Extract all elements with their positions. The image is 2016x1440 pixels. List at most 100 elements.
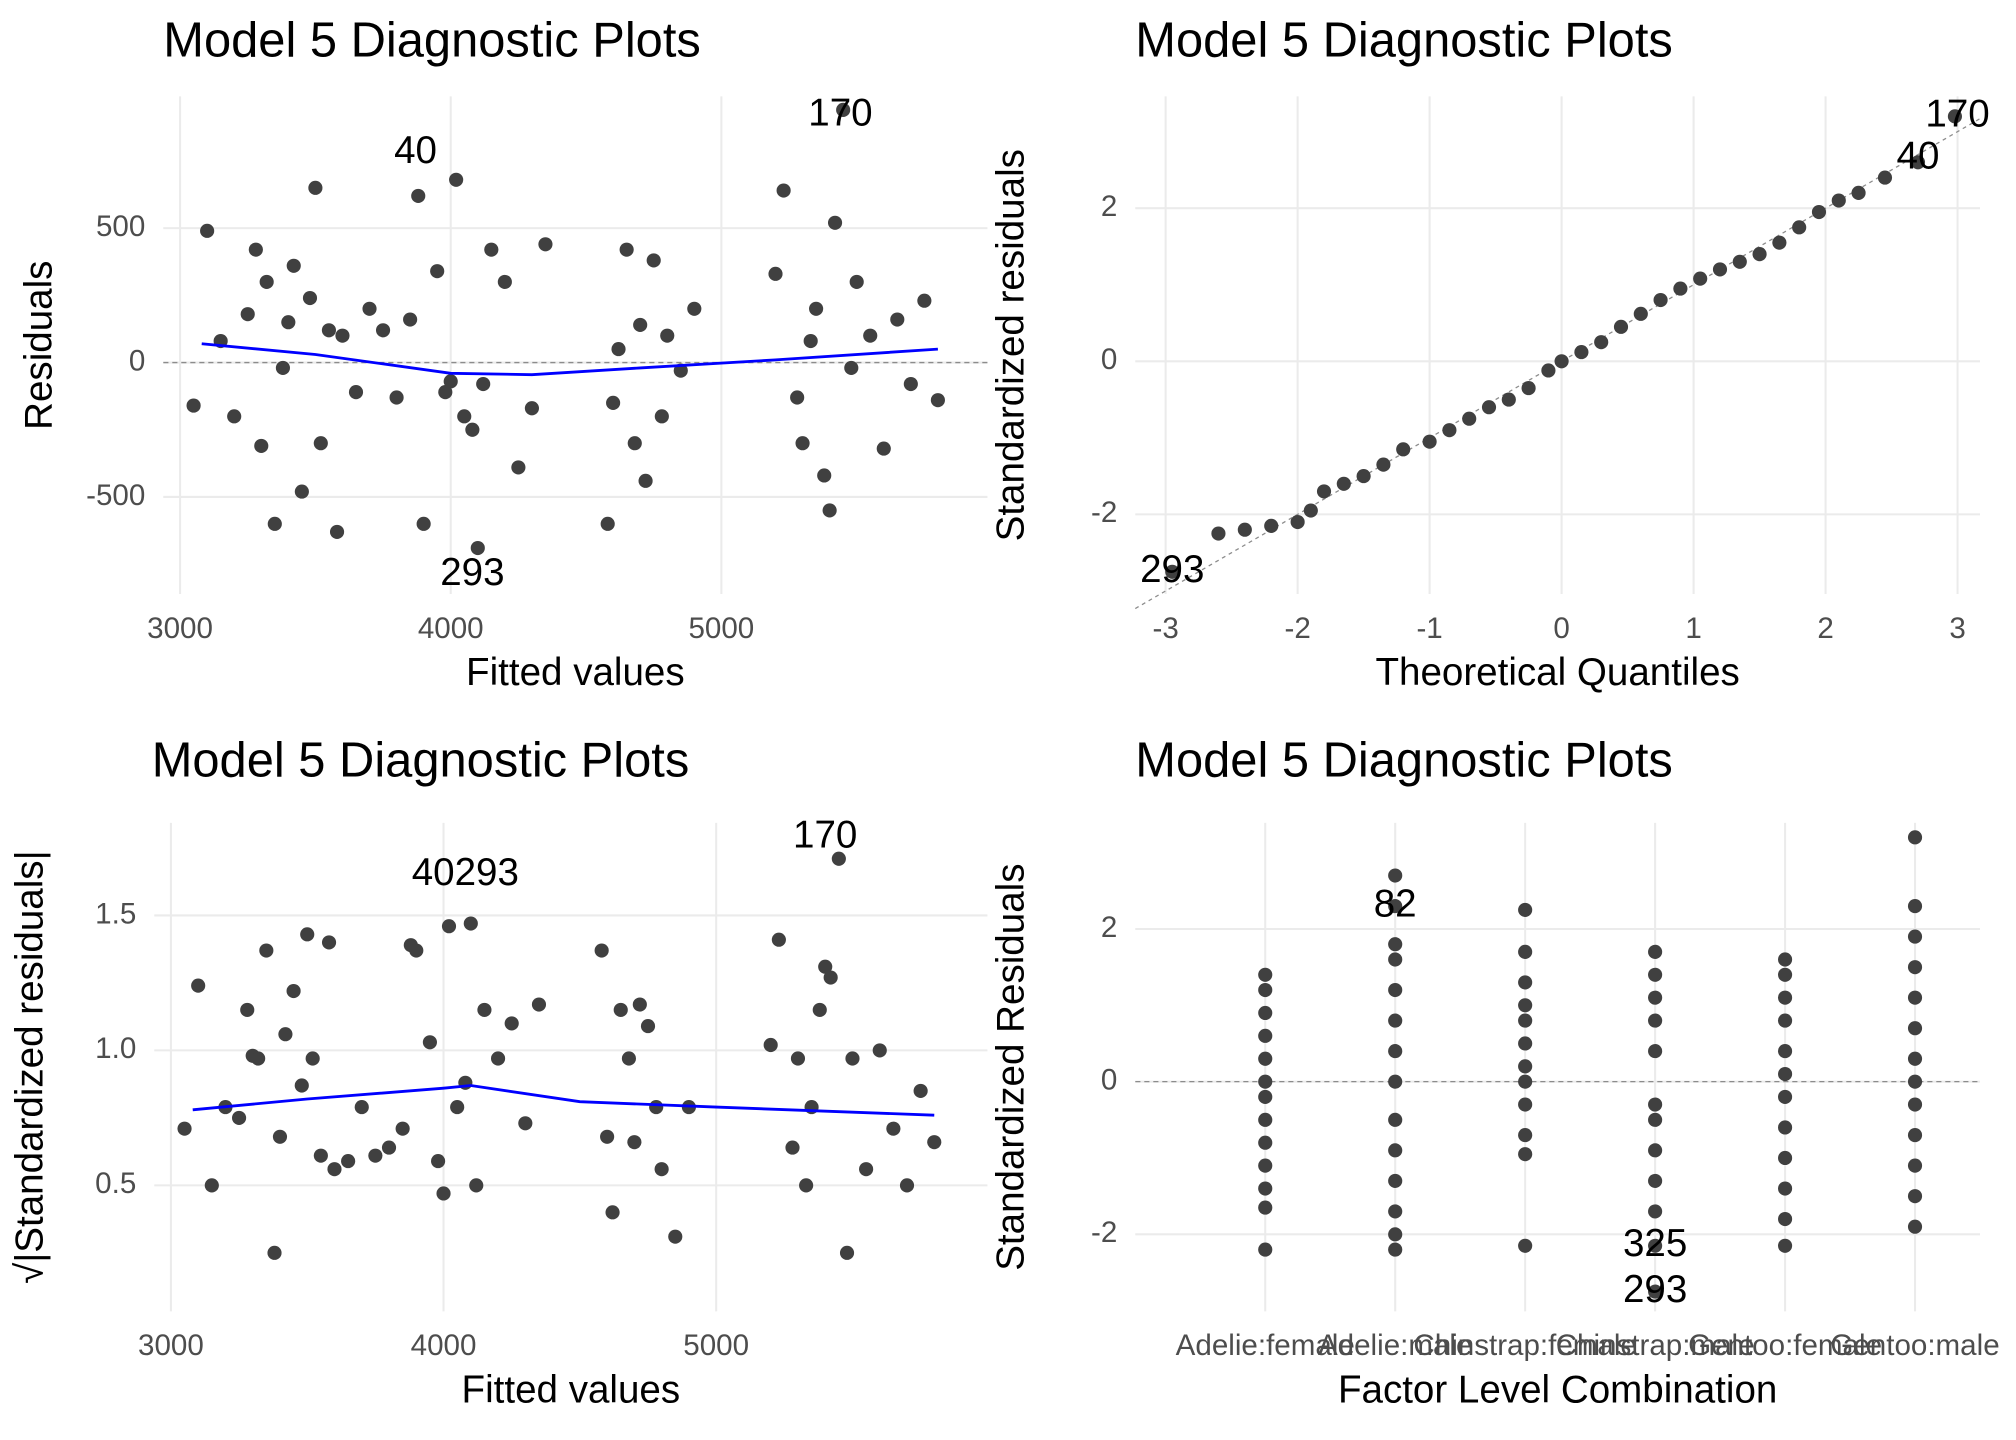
- point: [823, 970, 838, 985]
- x-axis-label: Theoretical Quantiles: [1375, 651, 1739, 694]
- point: [232, 1110, 247, 1125]
- point: [890, 312, 905, 327]
- point: [1907, 1158, 1923, 1173]
- point: [600, 516, 615, 531]
- smooth-line: [201, 342, 938, 377]
- point: [633, 317, 648, 332]
- y-tick-label: 0: [1101, 1063, 1117, 1096]
- point: [1777, 990, 1793, 1005]
- point: [1910, 155, 1926, 170]
- point: [876, 441, 891, 456]
- point: [362, 301, 377, 316]
- point: [227, 409, 242, 424]
- point: [321, 935, 337, 950]
- point: [619, 242, 634, 257]
- point: [1388, 1044, 1403, 1059]
- point: [594, 943, 609, 958]
- point: [1462, 411, 1477, 426]
- point: [812, 1002, 827, 1017]
- y-tick-label: -2: [1091, 496, 1117, 529]
- point: [1388, 1227, 1403, 1242]
- point: [1165, 564, 1180, 579]
- point: [917, 293, 932, 308]
- point: [1518, 1036, 1533, 1051]
- x-tick-label: -1: [1416, 612, 1442, 645]
- point: [267, 1245, 282, 1260]
- point: [1633, 306, 1648, 321]
- point: [1258, 982, 1273, 998]
- point: [1907, 1219, 1923, 1234]
- point: [531, 997, 547, 1012]
- point: [1777, 1120, 1793, 1135]
- x-tick-label: -2: [1284, 612, 1310, 645]
- point: [240, 307, 255, 322]
- point: [348, 385, 364, 400]
- point: [381, 1140, 397, 1155]
- x-tick-label: Gentoo:male: [1830, 1329, 1999, 1362]
- point: [1388, 937, 1403, 952]
- point: [776, 183, 791, 198]
- panel-title: Model 5 Diagnostic Plots: [152, 734, 690, 788]
- point: [927, 1135, 942, 1150]
- point: [849, 274, 864, 289]
- point: [654, 1162, 669, 1177]
- point: [186, 398, 201, 413]
- point: [859, 1162, 874, 1177]
- point: [1316, 484, 1332, 499]
- point: [1648, 1284, 1663, 1299]
- point: [1907, 1074, 1923, 1089]
- panel-title: Model 5 Diagnostic Plots: [1135, 734, 1673, 788]
- point: [646, 253, 661, 268]
- point: [294, 484, 309, 499]
- point: [286, 983, 301, 999]
- point: [278, 1027, 293, 1042]
- point: [606, 395, 621, 410]
- point: [1518, 1128, 1533, 1143]
- point: [1518, 1059, 1533, 1074]
- point: [409, 943, 424, 958]
- point: [1388, 868, 1403, 883]
- point: [1673, 281, 1688, 296]
- point: [538, 237, 553, 252]
- point: [930, 393, 945, 408]
- y-tick-label: -500: [86, 479, 145, 512]
- point: [790, 390, 805, 405]
- point: [368, 1148, 383, 1163]
- point: [1574, 345, 1589, 360]
- point-annotation: 82: [1374, 882, 1417, 925]
- point: [275, 360, 290, 376]
- point: [313, 1148, 328, 1163]
- point: [204, 1178, 219, 1193]
- point: [484, 242, 499, 257]
- point: [403, 312, 418, 327]
- point: [1356, 469, 1371, 484]
- point: [660, 328, 675, 343]
- point: [1777, 1066, 1793, 1082]
- point: [1388, 1013, 1403, 1028]
- point: [1752, 247, 1767, 262]
- point: [465, 422, 480, 437]
- point: [605, 1205, 620, 1220]
- point: [341, 1154, 356, 1169]
- point: [477, 1002, 492, 1017]
- point: [1907, 960, 1923, 975]
- point: [1388, 1112, 1403, 1127]
- x-tick-label: Adelie:female: [1176, 1329, 1355, 1362]
- point: [294, 1078, 309, 1093]
- point-annotation: 170: [1925, 93, 1989, 136]
- point: [763, 1037, 778, 1053]
- point: [654, 409, 669, 424]
- point: [1336, 476, 1351, 491]
- point: [259, 943, 274, 958]
- point: [411, 188, 426, 203]
- point: [1777, 1044, 1793, 1059]
- point: [1648, 1112, 1663, 1127]
- point: [1907, 929, 1923, 944]
- point: [200, 223, 215, 238]
- point: [1211, 526, 1226, 541]
- point: [1388, 1204, 1403, 1219]
- point: [431, 1154, 446, 1169]
- point: [1777, 1238, 1793, 1253]
- point: [1777, 1181, 1793, 1196]
- point: [1501, 392, 1516, 407]
